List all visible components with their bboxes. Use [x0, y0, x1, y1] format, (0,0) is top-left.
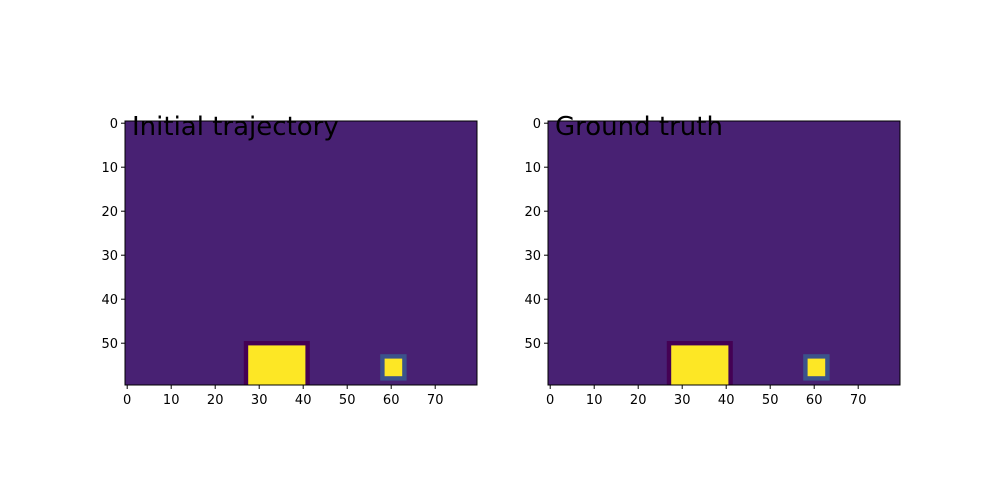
y-tick-label-50: 50	[524, 337, 541, 352]
axes-frame	[547, 120, 901, 386]
x-tick-label-10: 10	[163, 393, 180, 408]
y-tick-label-40: 40	[101, 293, 118, 308]
y-tick-label-10: 10	[524, 161, 541, 176]
y-tick-label-40: 40	[524, 293, 541, 308]
x-tick-label-10: 10	[586, 393, 603, 408]
x-tick-label-50: 50	[762, 393, 779, 408]
x-tick-label-60: 60	[806, 393, 823, 408]
x-tick-label-0: 0	[123, 393, 131, 408]
x-tick-label-60: 60	[383, 393, 400, 408]
heatmap-region-large-block	[671, 345, 729, 385]
axes-frame	[124, 120, 478, 386]
y-tick-label-50: 50	[101, 337, 118, 352]
chart-title: Initial trajectory	[132, 112, 339, 142]
y-tick-label-30: 30	[524, 249, 541, 264]
heatmap-region-small-block	[384, 358, 403, 377]
x-tick-label-40: 40	[295, 393, 312, 408]
x-tick-label-0: 0	[546, 393, 554, 408]
y-tick-label-30: 30	[101, 249, 118, 264]
x-tick-label-70: 70	[427, 393, 444, 408]
x-tick-label-50: 50	[339, 393, 356, 408]
x-tick-label-30: 30	[251, 393, 268, 408]
y-tick-label-20: 20	[524, 205, 541, 220]
x-tick-label-70: 70	[850, 393, 867, 408]
y-tick-label-0: 0	[110, 117, 118, 132]
x-tick-label-30: 30	[674, 393, 691, 408]
chart-title: Ground truth	[555, 112, 723, 142]
heatmap-panel-1: 0 10 20 30 40 50 60 70 0 10 20 30 40 50 Initial trajec…	[101, 112, 478, 408]
x-tick-label-20: 20	[630, 393, 647, 408]
y-tick-label-20: 20	[101, 205, 118, 220]
heatmap-region-small-block	[807, 358, 826, 377]
heatmap-region-large-block	[248, 345, 306, 385]
x-tick-label-40: 40	[718, 393, 735, 408]
y-tick-label-10: 10	[101, 161, 118, 176]
x-tick-label-20: 20	[207, 393, 224, 408]
y-tick-label-0: 0	[533, 117, 541, 132]
heatmap-panel-2: 0 10 20 30 40 50 60 70 0 10 20 30 40 50 Ground truth	[524, 112, 901, 408]
